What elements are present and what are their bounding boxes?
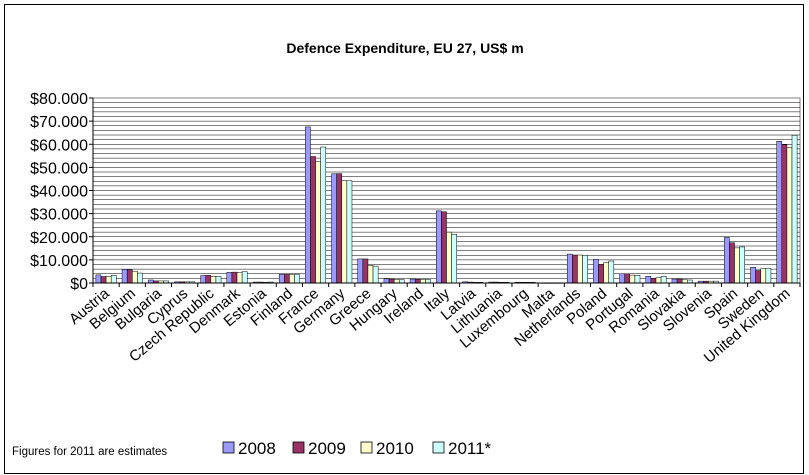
bar bbox=[582, 255, 588, 284]
chart-frame: Defence Expenditure, EU 27, US$ m $0 $10.… bbox=[4, 4, 804, 474]
bar bbox=[603, 262, 609, 284]
bar bbox=[645, 276, 652, 284]
bar bbox=[95, 274, 102, 284]
bars bbox=[95, 126, 798, 284]
y-axis: $0 $10.000 $20.000 $30.000 $40.000 $50.000 $60… bbox=[30, 91, 94, 293]
bar bbox=[383, 278, 390, 284]
bar bbox=[132, 270, 138, 284]
legend-swatch bbox=[222, 441, 235, 454]
y-tick-label: $20.000 bbox=[30, 230, 88, 247]
bar bbox=[760, 268, 767, 284]
bar bbox=[367, 265, 374, 284]
bar bbox=[660, 276, 667, 284]
bar bbox=[671, 278, 678, 284]
bar bbox=[284, 274, 290, 284]
bar bbox=[121, 269, 128, 284]
bar bbox=[231, 271, 238, 284]
bar bbox=[315, 161, 321, 284]
bar bbox=[724, 237, 730, 284]
bar bbox=[331, 173, 337, 284]
bar bbox=[619, 273, 625, 284]
bar bbox=[655, 277, 662, 284]
bar bbox=[729, 242, 735, 284]
legend-swatch bbox=[432, 441, 445, 454]
y-tick-label: $40.000 bbox=[30, 184, 88, 201]
bar bbox=[210, 276, 217, 284]
bar bbox=[278, 273, 285, 284]
y-tick-label: $30.000 bbox=[30, 207, 88, 224]
bar bbox=[105, 276, 112, 284]
bar bbox=[320, 146, 327, 284]
bar bbox=[446, 231, 452, 284]
bar bbox=[236, 272, 243, 284]
chart-title: Defence Expenditure, EU 27, US$ m bbox=[286, 40, 523, 56]
y-tick-label: $60.000 bbox=[30, 137, 88, 154]
bar bbox=[650, 278, 657, 284]
bar bbox=[205, 275, 212, 284]
bar bbox=[608, 260, 615, 284]
bar bbox=[372, 265, 379, 284]
bar bbox=[110, 275, 117, 284]
bar bbox=[577, 254, 583, 284]
legend-swatch bbox=[292, 441, 305, 454]
bar bbox=[420, 279, 426, 284]
bar bbox=[776, 140, 783, 284]
legend-label: 2008 bbox=[238, 439, 276, 458]
bar bbox=[100, 276, 107, 284]
bar bbox=[629, 274, 636, 284]
bar bbox=[346, 180, 353, 284]
bar bbox=[425, 279, 431, 284]
bar bbox=[215, 276, 222, 284]
y-tick-label: $70.000 bbox=[30, 114, 88, 131]
bar bbox=[734, 247, 740, 284]
y-tick-label: $0 bbox=[70, 276, 88, 293]
bar bbox=[436, 210, 442, 284]
bar bbox=[137, 272, 143, 284]
y-tick-label: $80.000 bbox=[30, 91, 88, 108]
legend-label: 2009 bbox=[308, 439, 346, 458]
bar bbox=[294, 274, 300, 284]
bar bbox=[634, 275, 641, 284]
bar bbox=[200, 275, 206, 284]
estimate-note: Figures for 2011 are estimates bbox=[12, 446, 167, 458]
bar bbox=[786, 147, 793, 284]
bar bbox=[414, 279, 421, 284]
bar bbox=[739, 246, 745, 284]
bar bbox=[451, 233, 457, 284]
bar bbox=[126, 269, 133, 284]
bar bbox=[572, 254, 578, 284]
bar bbox=[781, 144, 788, 284]
y-tick-label: $10.000 bbox=[30, 253, 88, 270]
bar bbox=[598, 264, 604, 284]
bar bbox=[441, 211, 447, 284]
bar bbox=[341, 180, 348, 284]
bar bbox=[226, 272, 233, 284]
bar bbox=[393, 279, 400, 284]
bar bbox=[241, 271, 248, 284]
bar bbox=[388, 278, 395, 284]
bar bbox=[566, 253, 573, 284]
y-tick-label: $50.000 bbox=[30, 160, 88, 177]
bar bbox=[755, 270, 761, 284]
legend-label: 2011* bbox=[448, 439, 492, 458]
bar bbox=[791, 134, 798, 284]
bar bbox=[289, 274, 295, 284]
chart-svg: Defence Expenditure, EU 27, US$ m $0 $10.… bbox=[12, 40, 801, 458]
bar bbox=[624, 273, 631, 284]
legend-swatch bbox=[360, 441, 373, 454]
bar bbox=[765, 267, 772, 284]
bar bbox=[676, 278, 683, 284]
bar bbox=[336, 173, 343, 284]
bar bbox=[593, 258, 599, 284]
bar bbox=[409, 278, 416, 284]
bar bbox=[310, 156, 316, 284]
bar bbox=[305, 126, 311, 284]
legend-label: 2010 bbox=[376, 439, 414, 458]
bar bbox=[750, 267, 756, 284]
bar bbox=[362, 258, 369, 284]
bar bbox=[357, 258, 364, 284]
legend: Figures for 2011 are estimates 2008 2009 2… bbox=[12, 439, 492, 458]
